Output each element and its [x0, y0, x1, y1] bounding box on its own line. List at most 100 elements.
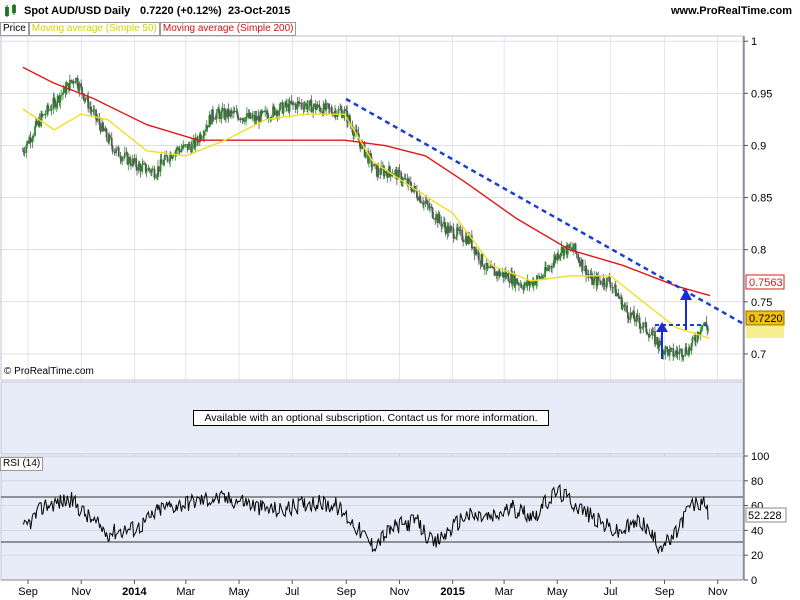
price-candle-body [664, 346, 667, 354]
price-candle-body [400, 172, 403, 183]
time-x-axis: Sep Nov 2014 Mar May Jul Sep Nov 2015 Mar May Jul Se… [18, 580, 728, 598]
price-candle-body [279, 103, 281, 111]
price-candle-body [407, 179, 410, 185]
price-candle-body [54, 99, 56, 108]
price-candle-body [536, 275, 539, 281]
price-candle-body [123, 152, 126, 157]
price-candle-body [348, 115, 351, 124]
price-candle-body [65, 86, 68, 94]
price-candle-body [205, 128, 207, 132]
last-price-tag [745, 310, 785, 326]
price-candle-body [389, 171, 392, 177]
price-candle-body [328, 107, 331, 109]
price-candle-body [603, 278, 606, 286]
price-candle-body [654, 337, 657, 345]
price-candle-body [176, 147, 179, 151]
price-candle-body [209, 115, 212, 125]
price-candle-body [180, 149, 183, 153]
price-candle-body [581, 259, 584, 271]
rsi-tick-label: 20 [751, 550, 763, 562]
price-candle-body [322, 103, 325, 115]
price-candle-body [304, 103, 307, 106]
price-candle-body [89, 107, 92, 110]
time-tick-label: Sep [18, 586, 38, 598]
price-candle-body [672, 348, 675, 357]
rsi-panel[interactable] [0, 455, 744, 581]
price-candle-body [431, 207, 434, 218]
price-candle-body [409, 181, 412, 189]
price-candle-body [638, 316, 641, 324]
subscription-message[interactable]: Available with an optional subscription.… [193, 410, 549, 426]
price-candle-body [700, 330, 703, 332]
price-candle-body [218, 112, 221, 119]
rsi-tick-label: 80 [751, 476, 763, 488]
price-candle-body [130, 163, 132, 166]
price-candle-body [523, 285, 526, 290]
price-candle-body [318, 104, 321, 108]
price-candle-body [642, 322, 645, 328]
price-candle-body [667, 349, 669, 356]
price-candle-body [696, 332, 699, 342]
price-candle-body [441, 223, 444, 227]
price-candle-body [633, 319, 636, 322]
price-candle-body [336, 114, 339, 118]
price-candle-body [50, 108, 53, 111]
price-candle-body [443, 222, 446, 228]
price-candle-body [377, 168, 380, 174]
rsi-tick-label: 0 [751, 575, 757, 587]
price-candle-body [676, 352, 679, 355]
price-candle-body [435, 214, 437, 221]
price-candle-body [76, 77, 79, 88]
price-candle-body [593, 276, 596, 279]
price-candle-body [343, 109, 346, 115]
price-candle-body [194, 137, 197, 148]
price-candle-body [658, 340, 661, 348]
arrow-up-left [656, 322, 668, 359]
legend-sma50[interactable]: Moving average (Simple 50) [28, 22, 160, 36]
price-candle-body [266, 114, 269, 119]
price-panel[interactable] [0, 35, 744, 381]
price-candle-body [410, 188, 413, 192]
price-candle-body [401, 181, 403, 183]
time-tick-label: Nov [71, 586, 91, 598]
price-candle-body [99, 125, 102, 132]
legend-price[interactable]: Price [0, 22, 29, 36]
last-quote: 0.7220 (+0.12%) [140, 5, 222, 17]
price-candle-body [597, 276, 600, 281]
legend-sma200[interactable]: Moving average (Simple 200) [159, 22, 297, 36]
price-candle-body [202, 136, 205, 138]
price-candle-body [115, 148, 117, 153]
price-candle-body [620, 297, 623, 309]
price-candle-body [618, 296, 621, 299]
price-candle-body [282, 106, 285, 114]
price-candle-body [691, 337, 694, 344]
sma50-line [22, 108, 711, 339]
price-candle-body [455, 236, 458, 239]
price-candle-body [385, 170, 388, 174]
price-candle-body [702, 323, 705, 326]
price-candle-body [404, 178, 407, 180]
price-candle-body [690, 343, 693, 351]
price-candle-body [558, 255, 561, 259]
price-candle-body [505, 273, 508, 278]
price-candle-body [456, 227, 458, 237]
price-candle-body [159, 159, 162, 172]
price-candle-body [484, 268, 486, 270]
price-tick-label: 1 [751, 36, 757, 48]
price-candle-body [551, 266, 553, 268]
price-candle-body [368, 153, 370, 164]
price-candle-body [290, 100, 293, 104]
price-candle-body [59, 96, 62, 103]
price-candle-body [178, 149, 181, 153]
rsi-legend[interactable]: RSI (14) [0, 457, 44, 471]
price-tick-label: 0.8 [751, 245, 766, 257]
price-candle-body [206, 125, 209, 128]
price-candle-body [96, 118, 99, 120]
price-candle-body [249, 112, 252, 119]
price-candle-body [131, 159, 134, 166]
price-candle-body [296, 101, 299, 110]
price-candle-body [511, 273, 514, 285]
price-candle-body [144, 163, 147, 172]
price-candle-body [666, 346, 669, 350]
price-candle-body [243, 120, 246, 122]
